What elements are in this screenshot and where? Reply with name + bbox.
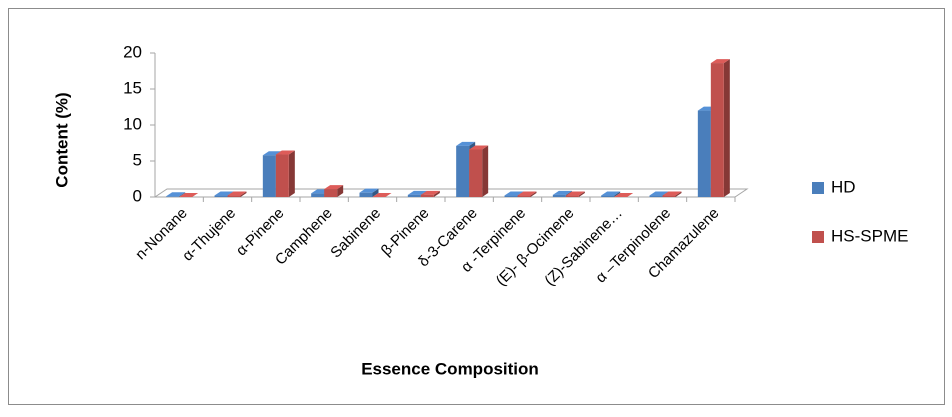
bar-top — [407, 190, 427, 195]
bar-top — [662, 191, 682, 196]
bar-side — [614, 191, 621, 197]
bar-side — [240, 191, 247, 197]
bar-top — [420, 190, 440, 195]
bar — [649, 195, 663, 197]
bar — [710, 63, 724, 197]
bar-side — [530, 191, 537, 197]
y-tick-label: 15 — [123, 78, 142, 97]
bar — [311, 193, 325, 197]
bar-side — [337, 185, 344, 197]
bar — [214, 195, 228, 197]
bar-side — [675, 191, 682, 197]
bar — [420, 194, 434, 197]
bar-top — [565, 191, 585, 196]
y-axis-title: Content (%) — [52, 92, 71, 187]
bar-top — [179, 193, 199, 197]
y-tick-label: 5 — [133, 150, 142, 169]
bar — [324, 189, 338, 197]
bar — [262, 155, 276, 197]
bar — [697, 110, 711, 197]
bar — [456, 145, 470, 197]
bar — [469, 149, 483, 197]
bar — [504, 195, 518, 197]
bar-top — [517, 191, 537, 196]
legend-swatch — [812, 231, 824, 243]
bar-side — [723, 59, 730, 197]
bar-top — [214, 191, 234, 196]
legend-label: HS-SPME — [831, 226, 908, 245]
bar-side — [433, 190, 440, 197]
bar-top — [456, 141, 476, 146]
bar-side — [372, 188, 379, 197]
bar-top — [649, 191, 669, 196]
x-axis-title: Essence Composition — [361, 359, 539, 378]
y-tick-label: 20 — [123, 42, 142, 61]
bar — [601, 195, 615, 197]
y-tick-label: 10 — [123, 114, 142, 133]
bar-side — [179, 192, 186, 197]
chart-frame — [8, 8, 945, 405]
bar — [227, 195, 241, 197]
bar — [166, 196, 180, 197]
bar — [552, 194, 566, 197]
bar-top — [372, 193, 392, 197]
bar-side — [578, 191, 585, 197]
bar-top — [469, 145, 489, 150]
y-tick-label: 0 — [133, 186, 142, 205]
legend-swatch — [812, 182, 824, 194]
bar-top — [359, 188, 379, 193]
bar — [275, 154, 289, 197]
bar-top — [324, 185, 344, 190]
bar-side — [288, 150, 295, 197]
bar-top — [601, 191, 621, 196]
bar-top — [614, 193, 634, 197]
bar-top — [227, 191, 247, 196]
bar — [662, 195, 676, 197]
bar — [407, 194, 421, 197]
bar — [565, 195, 579, 197]
bar-top — [166, 192, 186, 197]
bar-top — [710, 59, 730, 64]
legend-label: HD — [831, 177, 856, 196]
bar-top — [552, 190, 572, 195]
bar-top — [504, 191, 524, 196]
bar-side — [482, 145, 489, 197]
bar — [359, 192, 373, 197]
bar — [517, 195, 531, 197]
bar-top — [275, 150, 295, 155]
